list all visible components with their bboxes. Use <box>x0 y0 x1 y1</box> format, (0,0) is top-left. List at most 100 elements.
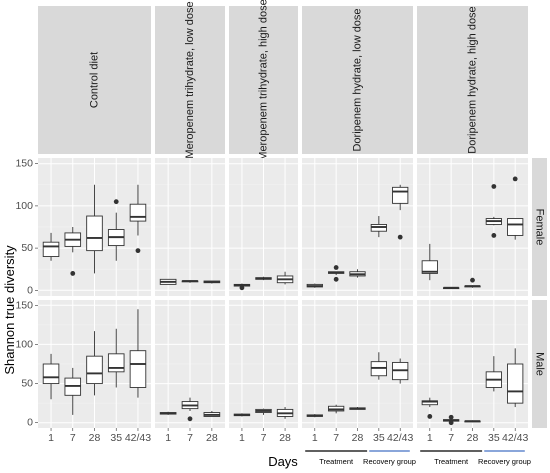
box-male-doripenem-hydrate-high-dose-day-1 <box>421 397 438 419</box>
x-tick-label: 7 <box>187 432 193 444</box>
strip-label-doripenem-hydrate-high-dose: Doripenem hydrate, high dose <box>467 6 479 153</box>
group-recovery-group-doripenem-hydrate-high-dose: Recovery group <box>478 450 531 466</box>
outlier-point <box>448 414 454 420</box>
treatment-recovery-annotations: Treatment Recovery group Treatment Recovery… <box>305 450 531 466</box>
box-female-doripenem-hydrate-low-dose-day-35 <box>370 216 387 238</box>
group-recovery-group-doripenem-hydrate-low-dose: Recovery group <box>363 450 416 466</box>
x-tick-label: 28 <box>467 432 479 444</box>
box-female-doripenem-hydrate-high-dose-day-42-43 <box>507 176 524 240</box>
box-male-control-diet-day-1 <box>42 353 60 400</box>
box-iqr <box>107 353 125 373</box>
box-male-doripenem-hydrate-low-dose-day-35 <box>370 352 387 380</box>
box-male-control-diet-day-42-43 <box>129 309 147 398</box>
box-male-control-diet-day-28 <box>86 331 103 396</box>
x-tick-label: 1 <box>165 432 171 444</box>
outlier-point <box>491 184 497 189</box>
box-female-control-diet-day-28 <box>86 184 103 274</box>
y-tick-label: 100 <box>15 338 33 350</box>
outlier-point <box>448 420 454 426</box>
box-male-meropenem-trihydrate-low-dose-day-28 <box>203 410 221 417</box>
facet-strips: Control diet Meropenem trihydrate, low do… <box>38 0 547 428</box>
box-iqr <box>129 350 147 388</box>
outlier-point <box>491 233 497 238</box>
outlier-point <box>239 285 245 291</box>
box-female-doripenem-hydrate-low-dose-day-7 <box>328 265 345 282</box>
y-tick-label: 100 <box>15 200 33 212</box>
y-tick-label: 150 <box>15 158 33 170</box>
x-tick-label: 1 <box>427 432 433 444</box>
strip-label-female: Female <box>534 209 546 246</box>
x-axis-title: Days <box>268 454 298 469</box>
box-female-doripenem-hydrate-high-dose-day-35 <box>485 184 502 238</box>
panel-female-meropenem-trihydrate-low-dose <box>155 158 225 296</box>
box-iqr <box>42 241 60 257</box>
y-tick-label: 50 <box>21 378 33 390</box>
box-iqr <box>86 215 103 252</box>
group-label: Treatment <box>319 457 354 466</box>
box-male-doripenem-hydrate-high-dose-day-7 <box>443 414 460 426</box>
box-female-doripenem-hydrate-low-dose-day-42-43 <box>392 184 409 240</box>
box-male-meropenem-trihydrate-high-dose-day-1 <box>233 413 251 417</box>
group-treatment-doripenem-hydrate-high-dose: Treatment <box>420 450 483 466</box>
boxplot-marks <box>42 176 524 426</box>
outlier-point <box>427 414 433 419</box>
box-male-control-diet-day-35 <box>107 328 125 388</box>
box-male-meropenem-trihydrate-high-dose-day-7 <box>255 408 272 415</box>
box-iqr <box>86 355 103 385</box>
strip-meropenem-trihydrate-high-dose <box>229 6 298 154</box>
y-tick-label: 0 <box>27 284 33 296</box>
outlier-point <box>135 248 141 254</box>
strip-label-meropenem-trihydrate-high-dose: Meropenem trihydrate, high dose <box>258 0 270 161</box>
outlier-point <box>512 176 518 182</box>
x-tick-label: 35 <box>488 432 500 444</box>
outlier-point <box>70 271 76 276</box>
outlier-point <box>333 276 339 282</box>
strip-label-control-diet: Control diet <box>89 52 101 108</box>
strip-male <box>532 300 547 428</box>
strip-label-male: Male <box>534 352 546 376</box>
strip-label-meropenem-trihydrate-low-dose: Meropenem trihydrate, low dose <box>184 1 196 158</box>
group-label: Recovery group <box>478 457 531 466</box>
box-female-doripenem-hydrate-high-dose-day-1 <box>421 243 438 281</box>
box-iqr <box>42 363 60 385</box>
x-tick-label: 42/43 <box>502 432 528 444</box>
x-tick-label: 28 <box>279 432 291 444</box>
box-male-doripenem-hydrate-low-dose-day-28 <box>349 407 366 410</box>
box-female-doripenem-hydrate-high-dose-day-7 <box>443 286 460 290</box>
y-axis-title: Shannon true diversity <box>2 245 17 375</box>
box-male-meropenem-trihydrate-low-dose-day-7 <box>181 397 199 422</box>
x-tick-label: 28 <box>89 432 101 444</box>
box-male-meropenem-trihydrate-low-dose-day-1 <box>159 411 177 415</box>
box-female-meropenem-trihydrate-high-dose-day-7 <box>255 276 272 281</box>
y-tick-label: 150 <box>15 299 33 311</box>
x-tick-label: 7 <box>70 432 76 444</box>
panel-male-meropenem-trihydrate-high-dose <box>229 300 298 428</box>
strip-doripenem-hydrate-low-dose <box>302 6 413 154</box>
x-tick-label: 35 <box>110 432 122 444</box>
box-male-doripenem-hydrate-high-dose-day-28 <box>464 420 481 423</box>
box-male-doripenem-hydrate-high-dose-day-42-43 <box>507 348 524 408</box>
strip-doripenem-hydrate-high-dose <box>417 6 528 154</box>
strip-meropenem-trihydrate-low-dose <box>155 6 225 154</box>
outlier-point <box>333 265 339 270</box>
x-tick-label: 35 <box>373 432 385 444</box>
group-treatment-doripenem-hydrate-low-dose: Treatment <box>305 450 368 466</box>
box-male-meropenem-trihydrate-high-dose-day-28 <box>276 407 294 419</box>
strip-control-diet <box>38 6 151 154</box>
y-tick-label: 0 <box>27 417 33 429</box>
box-iqr <box>421 260 438 274</box>
x-tick-label: 28 <box>352 432 364 444</box>
box-female-control-diet-day-42-43 <box>129 184 147 254</box>
box-female-doripenem-hydrate-low-dose-day-28 <box>349 269 366 278</box>
facet-panels <box>38 158 528 428</box>
box-female-meropenem-trihydrate-high-dose-day-1 <box>233 283 251 291</box>
box-female-control-diet-day-35 <box>107 199 125 261</box>
box-male-doripenem-hydrate-high-dose-day-35 <box>485 356 502 392</box>
x-tick-label: 1 <box>312 432 318 444</box>
strip-female <box>532 158 547 296</box>
box-male-doripenem-hydrate-low-dose-day-42-43 <box>392 358 409 384</box>
box-female-meropenem-trihydrate-high-dose-day-28 <box>276 271 294 285</box>
box-female-doripenem-hydrate-high-dose-day-28 <box>464 277 481 288</box>
